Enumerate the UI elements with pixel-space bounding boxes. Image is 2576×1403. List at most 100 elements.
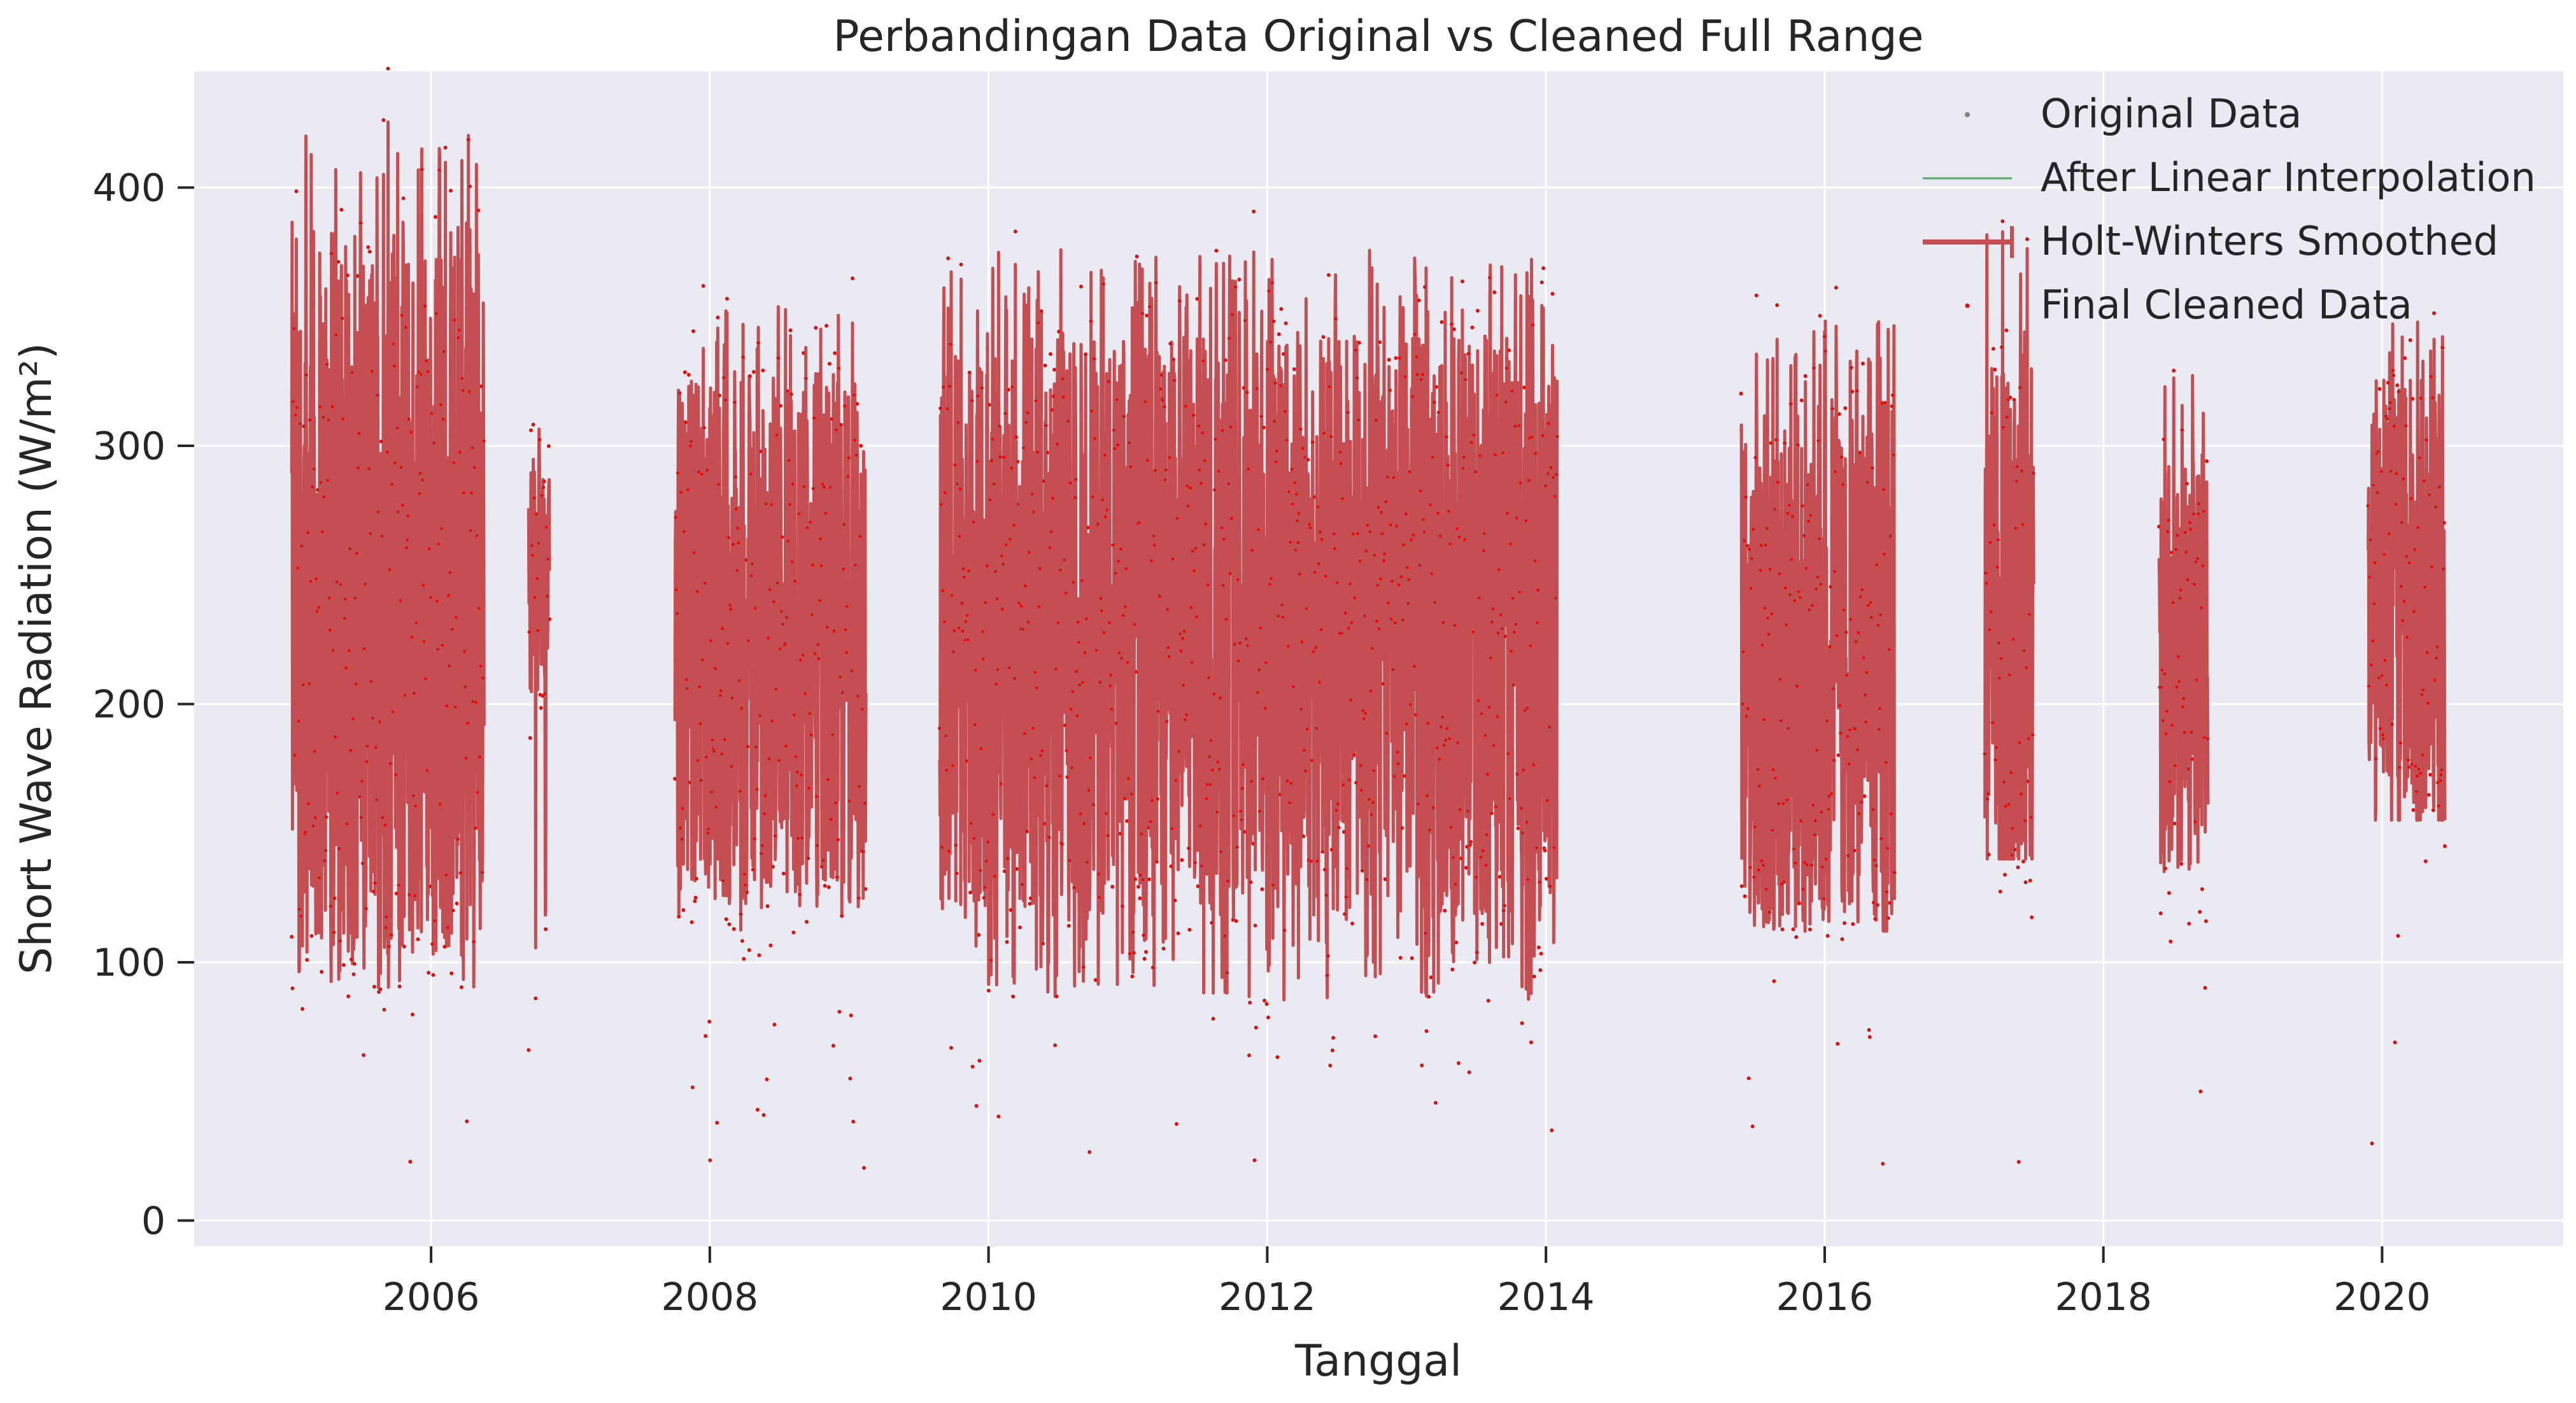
final-cleaned-point (1359, 788, 1364, 792)
final-cleaned-point (1525, 706, 1529, 710)
final-cleaned-point (1189, 486, 1192, 490)
final-cleaned-point (316, 606, 320, 609)
final-cleaned-point (765, 1078, 768, 1081)
final-cleaned-point (1315, 726, 1319, 730)
final-cleaned-point (983, 886, 987, 890)
final-cleaned-point (1100, 609, 1103, 613)
final-cleaned-point (1517, 424, 1521, 427)
final-cleaned-point (1892, 453, 1895, 457)
final-cleaned-point (1126, 776, 1130, 781)
final-cleaned-point (991, 438, 994, 441)
final-cleaned-point (717, 483, 721, 487)
final-cleaned-point (1857, 811, 1861, 815)
final-cleaned-point (1813, 819, 1817, 823)
final-cleaned-point (2160, 685, 2163, 689)
final-cleaned-point (1480, 712, 1483, 716)
final-cleaned-point (1774, 776, 1778, 780)
final-cleaned-point (842, 567, 846, 571)
final-cleaned-point (1029, 896, 1033, 901)
final-cleaned-point (446, 594, 451, 597)
final-cleaned-point (1999, 657, 2003, 660)
final-cleaned-point (941, 589, 945, 593)
final-cleaned-point (1809, 863, 1813, 867)
final-cleaned-point (1845, 673, 1849, 677)
final-cleaned-point (1063, 558, 1066, 562)
final-cleaned-point (1427, 828, 1431, 832)
final-cleaned-point (1319, 530, 1322, 534)
final-cleaned-point (1395, 524, 1399, 528)
final-cleaned-point (1546, 422, 1551, 425)
final-cleaned-point (1447, 509, 1450, 513)
final-cleaned-point (1170, 827, 1174, 830)
final-cleaned-point (733, 401, 737, 404)
final-cleaned-point (1884, 760, 1888, 764)
final-cleaned-point (309, 580, 313, 583)
final-cleaned-point (1368, 530, 1372, 534)
final-cleaned-point (1459, 857, 1463, 860)
final-cleaned-point (1790, 557, 1794, 561)
final-cleaned-point (2398, 766, 2402, 769)
final-cleaned-point (1762, 718, 1766, 722)
final-cleaned-point (1390, 579, 1394, 583)
final-cleaned-point (850, 669, 854, 673)
final-cleaned-point (2402, 599, 2406, 604)
final-cleaned-point (2407, 766, 2410, 769)
final-cleaned-point (1317, 680, 1322, 684)
final-cleaned-point (771, 865, 775, 869)
final-cleaned-point (416, 937, 420, 941)
final-cleaned-point (1359, 764, 1362, 767)
x-tick-label: 2018 (2055, 1275, 2152, 1320)
final-cleaned-point (2185, 481, 2189, 485)
final-cleaned-point (1426, 794, 1429, 797)
final-cleaned-point (1036, 450, 1040, 454)
final-cleaned-point (853, 438, 857, 442)
final-cleaned-point (1843, 921, 1846, 925)
final-cleaned-point (719, 689, 723, 693)
final-cleaned-point (1094, 648, 1098, 652)
final-cleaned-point (2369, 663, 2373, 667)
final-cleaned-point (1066, 419, 1070, 423)
final-cleaned-point (953, 463, 957, 467)
final-cleaned-point (311, 485, 315, 489)
final-cleaned-point (703, 581, 707, 585)
final-cleaned-point (1224, 617, 1228, 622)
final-cleaned-point (1327, 273, 1331, 277)
final-cleaned-point (752, 370, 756, 374)
final-cleaned-point (1473, 470, 1477, 474)
final-cleaned-point (2011, 637, 2015, 641)
final-cleaned-point (1534, 452, 1538, 455)
final-cleaned-point (762, 1113, 766, 1117)
final-cleaned-point (1843, 406, 1847, 410)
final-cleaned-point (1180, 858, 1184, 862)
final-cleaned-point (1878, 707, 1882, 711)
final-cleaned-point (1873, 917, 1877, 921)
final-cleaned-point (348, 547, 352, 551)
final-cleaned-point (726, 641, 730, 646)
final-cleaned-point (1492, 744, 1496, 748)
final-cleaned-point (2440, 768, 2444, 772)
final-cleaned-point (1992, 347, 1995, 351)
final-cleaned-point (301, 1007, 304, 1011)
final-cleaned-point (2382, 553, 2386, 557)
final-cleaned-point (2176, 655, 2180, 659)
final-cleaned-point (422, 639, 426, 644)
final-cleaned-point (1442, 743, 1446, 747)
final-cleaned-point (1135, 255, 1139, 259)
final-cleaned-point (1435, 746, 1439, 750)
final-cleaned-point (1017, 601, 1021, 605)
final-cleaned-point (1767, 632, 1771, 636)
final-cleaned-point (778, 647, 782, 651)
final-cleaned-point (1166, 608, 1170, 611)
final-cleaned-point (805, 526, 809, 530)
final-cleaned-point (438, 802, 442, 806)
final-cleaned-point (460, 376, 464, 380)
final-cleaned-point (1468, 843, 1472, 847)
final-cleaned-point (719, 752, 724, 756)
final-cleaned-point (691, 1085, 695, 1089)
final-cleaned-point (1308, 526, 1312, 530)
final-cleaned-point (1494, 805, 1498, 809)
final-cleaned-point (2018, 741, 2021, 744)
final-cleaned-point (2170, 723, 2174, 727)
final-cleaned-point (685, 687, 689, 690)
final-cleaned-point (730, 764, 733, 768)
